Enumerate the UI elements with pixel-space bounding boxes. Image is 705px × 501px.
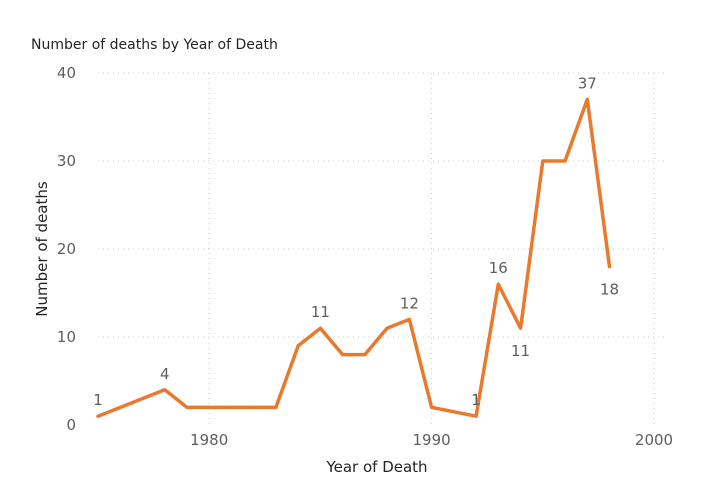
chart-title: Number of deaths by Year of Death [31,37,278,53]
data-point [609,266,611,268]
x-axis-ticks: 1980 1990 2000 [190,431,673,449]
x-tick-label: 1980 [190,431,228,449]
data-point [319,327,321,329]
y-tick-label: 10 [57,328,76,346]
y-axis-ticks: 0 10 20 30 40 [57,64,76,434]
data-label: 4 [160,365,170,383]
data-point [431,406,433,408]
data-point [208,406,210,408]
y-tick-label: 20 [57,240,76,258]
series-line-group [96,97,612,418]
data-labels: 1 4 11 12 1 16 11 37 18 [93,74,619,409]
x-tick-label: 1990 [413,431,451,449]
data-point [497,283,499,285]
data-point [342,354,344,356]
data-label: 16 [489,259,508,277]
data-label: 18 [600,281,619,299]
data-point [97,415,99,417]
data-point [253,406,255,408]
data-point [586,98,588,100]
data-point [564,160,566,162]
y-tick-label: 40 [57,64,76,82]
data-point [542,160,544,162]
y-tick-label: 30 [57,152,76,170]
data-label: 11 [511,342,530,360]
data-label: 1 [93,391,103,409]
data-label: 12 [400,294,419,312]
data-point [520,327,522,329]
data-point [164,389,166,391]
y-tick-label: 0 [66,416,76,434]
x-axis-title: Year of Death [325,458,427,476]
data-point [297,345,299,347]
y-axis-title: Number of deaths [33,181,51,317]
data-point [475,415,477,417]
data-point [408,318,410,320]
data-label: 11 [311,303,330,321]
data-label: 37 [578,74,597,92]
data-point [275,406,277,408]
x-tick-label: 2000 [635,431,673,449]
data-point [386,327,388,329]
data-point [364,354,366,356]
data-point [230,406,232,408]
data-label: 1 [471,391,481,409]
data-point [186,406,188,408]
series-line [96,97,612,418]
gridlines [98,72,664,425]
